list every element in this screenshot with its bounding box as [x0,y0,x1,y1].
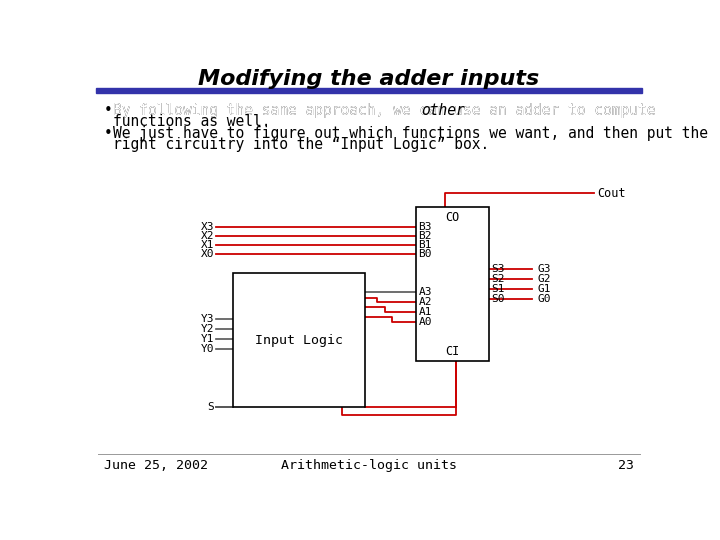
Text: X2: X2 [200,231,214,241]
Text: A2: A2 [418,297,432,307]
Text: Cout: Cout [597,187,626,200]
Text: Y3: Y3 [200,314,214,324]
Text: 23: 23 [618,458,634,472]
Text: X3: X3 [200,221,214,232]
Text: June 25, 2002: June 25, 2002 [104,458,208,472]
Text: •: • [104,103,113,118]
Text: By following the same approach, we can use an adder to compute: By following the same approach, we can u… [113,103,665,118]
Text: B0: B0 [418,249,432,259]
Text: B2: B2 [418,231,432,241]
Text: Y2: Y2 [200,324,214,334]
Text: CI: CI [445,345,459,357]
Text: S1: S1 [492,284,505,294]
Text: Arithmetic-logic units: Arithmetic-logic units [281,458,457,472]
Text: A1: A1 [418,307,432,317]
Text: right circuitry into the “Input Logic” box.: right circuitry into the “Input Logic” b… [113,137,490,152]
Text: CO: CO [445,211,459,224]
Bar [96,88,642,93]
Text: A3: A3 [418,287,432,297]
Text: Y0: Y0 [200,344,214,354]
Text: A0: A0 [418,317,432,327]
Text: G1: G1 [538,284,552,294]
Text: S3: S3 [492,264,505,274]
Text: other: other [421,103,464,118]
Text: S: S [207,402,214,413]
Text: B3: B3 [418,221,432,232]
Bar [233,273,365,408]
Text: G2: G2 [538,274,552,284]
Text: functions as well.: functions as well. [113,114,271,129]
Bar [415,207,489,361]
Text: G0: G0 [538,294,552,304]
Text: G3: G3 [538,264,552,274]
Text: Y1: Y1 [200,334,214,344]
Text: Input Logic: Input Logic [256,334,343,347]
Text: •: • [104,126,113,141]
Text: We just have to figure out which functions we want, and then put the: We just have to figure out which functio… [113,126,708,141]
Text: X1: X1 [200,240,214,250]
Text: B1: B1 [418,240,432,250]
Text: S0: S0 [492,294,505,304]
Text: By following the same approach, we can use an adder to compute other: By following the same approach, we can u… [113,103,708,118]
Text: S2: S2 [492,274,505,284]
Text: X0: X0 [200,249,214,259]
Text: Modifying the adder inputs: Modifying the adder inputs [199,69,539,89]
